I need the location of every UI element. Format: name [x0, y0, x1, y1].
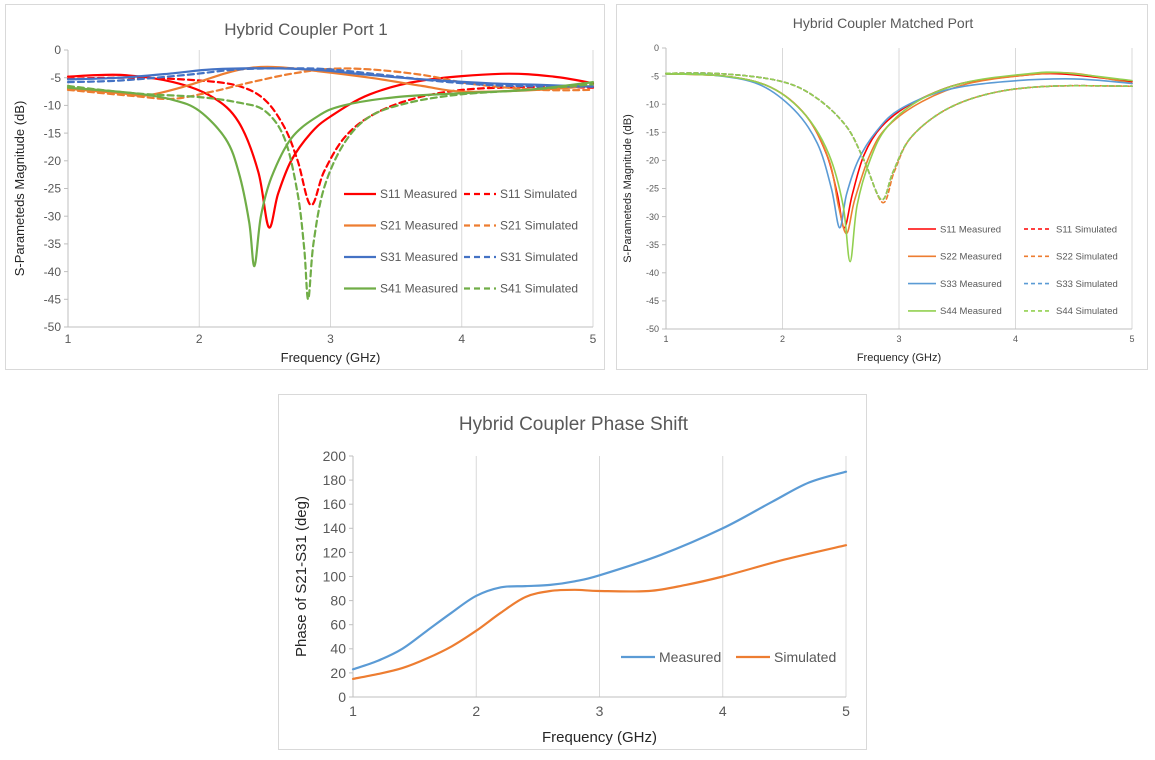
chart-title: Hybrid Coupler Port 1	[224, 20, 387, 39]
legend-label-s11-simulated: S11 Simulated	[1056, 224, 1117, 235]
legend-label-s31-simulated: S31 Simulated	[500, 250, 578, 264]
x-tick-label: 2	[780, 334, 785, 344]
x-tick-label: 5	[590, 332, 597, 346]
y-tick-label: -45	[646, 296, 659, 306]
x-tick-label: 4	[458, 332, 465, 346]
y-tick-label: -40	[44, 265, 62, 279]
y-axis-label: S-Parameteds Magnitude (dB)	[12, 101, 27, 277]
y-tick-label: -20	[44, 154, 62, 168]
legend-label-s11-measured: S11 Measured	[940, 224, 1001, 235]
x-axis-label: Frequency (GHz)	[281, 350, 381, 365]
y-tick-label: 20	[330, 665, 346, 681]
chart-panel-matched-port: Hybrid Coupler Matched Port 0 -5 -10 -15 -20 -…	[616, 4, 1148, 370]
x-tick-label: 3	[596, 703, 604, 719]
chart-panel-port1: Hybrid Coupler Port 1 0 -5 -10 -15 -20 -25 -30 -…	[5, 4, 605, 370]
matched-port-chart-svg: Hybrid Coupler Matched Port 0 -5 -10 -15 -20 -…	[622, 15, 1135, 364]
x-tick-label: 4	[1013, 334, 1018, 344]
y-tick-label: -10	[44, 99, 62, 113]
series-line-s33-measured	[665, 73, 1133, 229]
legend-label-s41-measured: S41 Measured	[380, 282, 458, 296]
legend-label-s22-simulated: S22 Simulated	[1056, 252, 1118, 263]
legend-label-s44-simulated: S44 Simulated	[1056, 306, 1118, 317]
legend-label-s41-simulated: S41 Simulated	[500, 282, 578, 296]
series-line-measured	[351, 470, 848, 671]
legend-label-s21-simulated: S21 Simulated	[500, 219, 578, 233]
y-tick-label: 60	[330, 617, 346, 633]
series-line-s22-simulated	[665, 72, 1133, 204]
y-tick-label: -35	[646, 240, 659, 250]
x-tick-label: 2	[196, 332, 203, 346]
x-axis-label: Frequency (GHz)	[857, 352, 941, 364]
series-line-s41-measured	[66, 81, 595, 268]
legend-label-simulated: Simulated	[774, 649, 836, 665]
y-axis-label: Phase of S21-S31 (deg)	[293, 496, 310, 657]
y-tick-label: -5	[50, 71, 61, 85]
port1-chart-svg: Hybrid Coupler Port 1 0 -5 -10 -15 -20 -25 -30 -…	[12, 20, 597, 365]
y-tick-label: -45	[44, 293, 62, 307]
x-tick-label: 2	[472, 703, 480, 719]
legend-label-s11-measured: S11 Measured	[380, 187, 457, 201]
x-tick-label: 1	[349, 703, 357, 719]
y-tick-label: 120	[323, 544, 347, 560]
y-tick-label: 0	[654, 43, 659, 53]
y-tick-label: -20	[646, 156, 659, 166]
y-tick-label: -30	[44, 209, 62, 223]
y-tick-label: 0	[338, 689, 346, 705]
x-tick-label: 5	[842, 703, 850, 719]
series-line-s41-simulated	[66, 83, 595, 301]
x-tick-label: 1	[65, 332, 72, 346]
y-tick-label: -25	[646, 184, 659, 194]
y-tick-label: 0	[54, 43, 61, 57]
y-tick-label: -50	[646, 324, 659, 334]
legend-label-s21-measured: S21 Measured	[380, 219, 458, 233]
y-tick-label: -30	[646, 212, 659, 222]
y-tick-label: -35	[44, 237, 62, 251]
x-tick-label: 1	[663, 334, 668, 344]
y-tick-label: 40	[330, 641, 346, 657]
chart-panel-phase-shift: Hybrid Coupler Phase Shift 0 20 40 60 80 100 12…	[278, 394, 867, 750]
x-tick-label: 5	[1129, 334, 1134, 344]
y-tick-label: -40	[646, 268, 659, 278]
legend-label-s22-measured: S22 Measured	[940, 252, 1002, 263]
x-tick-label: 4	[719, 703, 727, 719]
y-tick-label: -5	[651, 71, 659, 81]
y-tick-label: 160	[323, 496, 347, 512]
y-tick-label: 180	[323, 472, 347, 488]
chart-title: Hybrid Coupler Phase Shift	[459, 414, 689, 435]
legend-label-s44-measured: S44 Measured	[940, 306, 1002, 317]
y-tick-label: -50	[44, 320, 62, 334]
y-tick-label: 200	[323, 448, 347, 464]
series-line-simulated	[351, 544, 848, 680]
legend-label-measured: Measured	[659, 649, 721, 665]
y-tick-label: -15	[44, 126, 62, 140]
series-line-s44-measured	[665, 71, 1133, 263]
legend-label-s31-measured: S31 Measured	[380, 250, 458, 264]
legend-label-s11-simulated: S11 Simulated	[500, 187, 577, 201]
y-tick-label: -15	[646, 127, 659, 137]
x-tick-label: 3	[896, 334, 901, 344]
y-tick-label: -10	[646, 99, 659, 109]
series-line-s31-simulated	[66, 67, 595, 88]
y-tick-label: -25	[44, 182, 62, 196]
phase-shift-chart-svg: Hybrid Coupler Phase Shift02040608010012…	[293, 414, 850, 746]
y-tick-label: 100	[323, 568, 347, 584]
x-axis-label: Frequency (GHz)	[542, 729, 657, 746]
y-tick-label: 140	[323, 520, 347, 536]
legend-label-s33-simulated: S33 Simulated	[1056, 279, 1118, 290]
legend-label-s33-measured: S33 Measured	[940, 279, 1002, 290]
series-line-s11-measured	[66, 72, 595, 229]
x-tick-label: 3	[327, 332, 334, 346]
chart-title: Hybrid Coupler Matched Port	[793, 15, 974, 31]
y-axis-label: S-Parameteds Magnitude (dB)	[622, 114, 634, 263]
y-tick-label: 80	[330, 593, 346, 609]
series-line-s31-measured	[66, 67, 595, 88]
